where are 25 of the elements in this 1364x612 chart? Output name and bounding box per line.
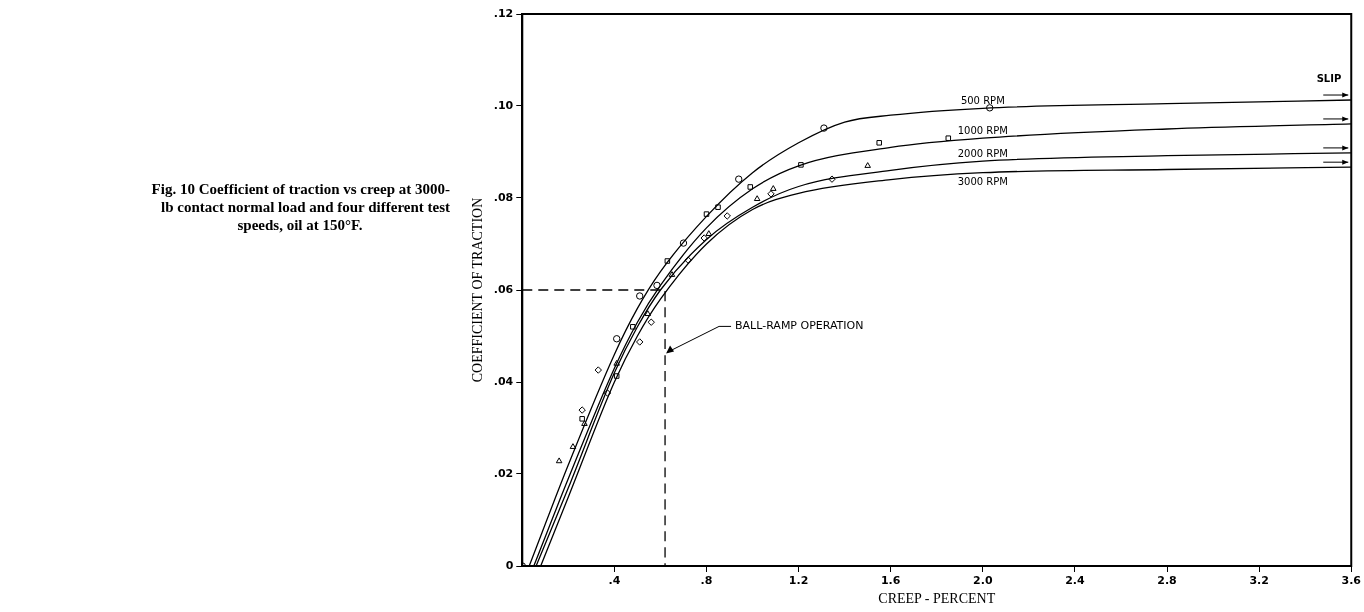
y-tick-label: .06	[493, 282, 514, 296]
annotation: SLIP	[1316, 72, 1342, 84]
x-axis-title: CREEP - PERCENT	[878, 591, 996, 607]
x-tick-label: .8	[700, 574, 713, 588]
y-tick-label: .04	[493, 374, 514, 388]
series-label: 1000 RPM	[957, 124, 1008, 136]
series-label: 3000 RPM	[957, 176, 1008, 188]
x-tick-label: 2.8	[1157, 574, 1177, 588]
y-axis-title: COEFFICIENT OF TRACTION	[470, 197, 486, 383]
text: Fig. 10 Coefficient of traction vs creep at 3000-lb contact normal load and four different test speeds, oil at 150°F.	[150, 180, 450, 234]
annotation: BALL-RAMP OPERATION	[735, 319, 864, 333]
x-tick-label: 1.6	[880, 574, 901, 588]
y-tick-label: .10	[493, 98, 514, 112]
y-tick-label: .08	[493, 190, 514, 204]
x-tick-label: 3.6	[1341, 574, 1362, 588]
x-tick-label: 2.4	[1065, 574, 1086, 588]
x-tick-label: 2.0	[973, 574, 993, 588]
x-tick-label: .4	[608, 574, 621, 588]
y-tick-label: 0	[505, 558, 514, 572]
series-label: 500 RPM	[960, 94, 1005, 106]
y-tick-label: .12	[493, 6, 514, 20]
y-tick-label: .02	[493, 466, 514, 480]
series-label: 2000 RPM	[957, 147, 1008, 159]
x-tick-label: 3.2	[1249, 574, 1269, 588]
x-tick-label: 1.2	[788, 574, 809, 588]
